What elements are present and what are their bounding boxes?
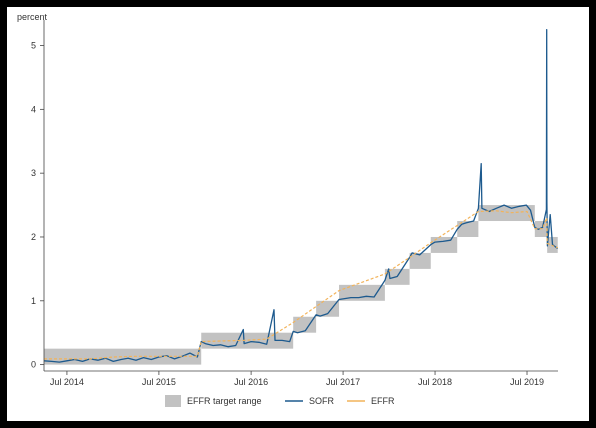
target-range-bands: [44, 205, 558, 365]
x-tick-label: Jul 2014: [50, 377, 84, 387]
target-range-band: [457, 221, 479, 237]
series-lines: [43, 28, 559, 363]
axes: 0 1 2 3 4 5 Jul 2014 Jul 2015 Jul 2016 Jul 2017 Ju…: [31, 20, 558, 387]
x-tick-label: Jul 2019: [510, 377, 544, 387]
series-line-sofr: [43, 28, 559, 363]
legend-swatch-target-range: [165, 395, 181, 407]
y-tick-label: 5: [31, 41, 36, 51]
target-range-band: [430, 236, 458, 253]
chart-panel: 0 1 2 3 4 5 Jul 2014 Jul 2015 Jul 2016 Jul 2017 Ju…: [7, 7, 589, 421]
y-tick-label: 4: [31, 104, 36, 114]
x-tick-label: Jul 2016: [234, 377, 268, 387]
target-range-band: [316, 300, 340, 317]
legend: EFFR target range SOFR EFFR: [165, 395, 395, 407]
legend-label: EFFR target range: [187, 396, 262, 406]
y-tick-label: 2: [31, 232, 36, 242]
x-tick-label: Jul 2015: [142, 377, 176, 387]
target-range-band: [478, 205, 535, 222]
target-range-band: [409, 252, 431, 269]
y-tick-label: 1: [31, 296, 36, 306]
target-range-band: [44, 348, 202, 365]
target-range-band: [201, 332, 294, 349]
y-tick-label: 3: [31, 168, 36, 178]
legend-label: SOFR: [309, 396, 335, 406]
series-line-effr: [44, 210, 558, 360]
y-tick-label: 0: [31, 360, 36, 370]
legend-label: EFFR: [371, 396, 395, 406]
chart-svg: 0 1 2 3 4 5 Jul 2014 Jul 2015 Jul 2016 Jul 2017 Ju…: [17, 12, 559, 407]
x-tick-label: Jul 2017: [326, 377, 360, 387]
y-axis-label: percent: [17, 12, 48, 22]
x-tick-label: Jul 2018: [418, 377, 452, 387]
target-range-band: [293, 316, 317, 333]
